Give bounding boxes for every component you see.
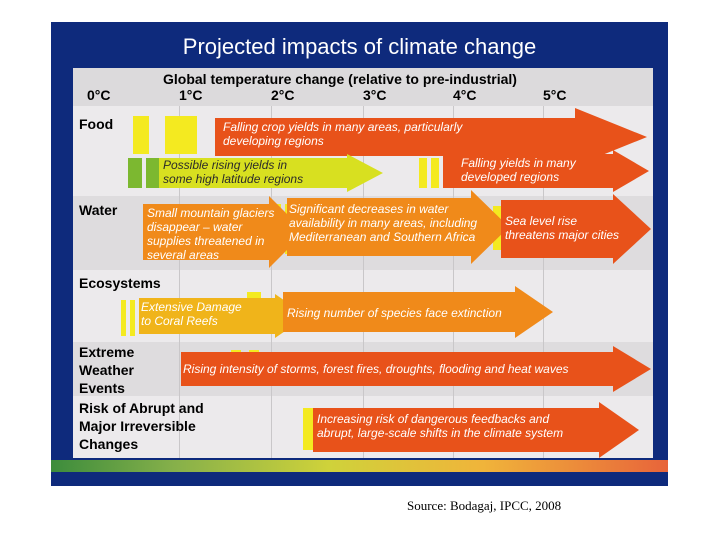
impact-text: Extensive Damage to Coral Reefs: [141, 300, 242, 328]
impact-text: Rising number of species face extinction: [287, 306, 502, 320]
bar: [303, 408, 313, 450]
impact-text: Rising intensity of storms, forest fires…: [183, 362, 569, 376]
row-label-extreme-weather: Extreme Weather Events: [79, 344, 135, 396]
row-label-abrupt-changes: Risk of Abrupt and Major Irreversible Ch…: [79, 400, 204, 452]
gridline: [543, 106, 544, 458]
impact-arrow: [287, 190, 509, 264]
row-label-ecosystems: Ecosystems: [79, 275, 161, 291]
gridline: [179, 106, 180, 458]
slide-background: Projected impacts of climate change Glob…: [51, 22, 668, 486]
tick-label: 5°C: [543, 87, 567, 103]
gridline: [271, 106, 272, 458]
impact-text: Increasing risk of dangerous feedbacks a…: [317, 412, 564, 440]
impact-text: Falling yields in many developed regions: [461, 156, 576, 184]
bar: [165, 116, 197, 154]
row-label-food: Food: [79, 116, 114, 132]
bar: [128, 158, 142, 188]
gradient-strip: [51, 460, 668, 472]
axis-title: Global temperature change (relative to p…: [163, 71, 517, 87]
impact-text: Sea level rise threatens major cities: [505, 214, 620, 242]
impact-arrow: [139, 294, 307, 338]
arrow-shape: [181, 346, 651, 392]
bar: [130, 300, 135, 336]
arrow-shape: [283, 286, 553, 338]
impact-arrow: [181, 346, 651, 392]
page-title: Projected impacts of climate change: [182, 34, 537, 59]
impact-text: Possible rising yields in some high lati…: [163, 158, 304, 186]
bar: [431, 158, 439, 188]
arrow-shape: [139, 294, 307, 338]
impacts-panel: Global temperature change (relative to p…: [73, 68, 653, 458]
impact-arrow: [215, 108, 647, 166]
arrow-shape: [313, 402, 639, 458]
bar: [146, 158, 160, 188]
impact-arrow: [159, 154, 383, 192]
temperature-axis-header: Global temperature change (relative to p…: [73, 68, 653, 106]
tick-label: 3°C: [363, 87, 387, 103]
tick-label: 1°C: [179, 87, 203, 103]
row-label-water: Water: [79, 202, 118, 218]
impact-arrow: [443, 150, 649, 192]
bar: [419, 158, 427, 188]
source-citation: Source: Bodagaj, IPCC, 2008: [407, 498, 562, 513]
gridline: [363, 106, 364, 458]
impact-arrow: [501, 194, 651, 264]
arrow-shape: [443, 150, 649, 192]
tick-label: 4°C: [453, 87, 477, 103]
bar: [121, 300, 126, 336]
arrow-shape: [159, 154, 383, 192]
bar: [133, 116, 149, 154]
arrow-shape: [143, 196, 305, 268]
impact-text: Small mountain glaciers disappear – wate…: [147, 206, 275, 262]
arrow-shape: [215, 108, 647, 166]
arrow-shape: [287, 190, 509, 264]
impact-arrow: [283, 286, 553, 338]
tick-label: 0°C: [87, 87, 111, 103]
arrow-shape: [501, 194, 651, 264]
impact-arrow: [313, 402, 639, 458]
tick-label: 2°C: [271, 87, 295, 103]
gridline: [453, 106, 454, 458]
impact-text: Falling crop yields in many areas, parti…: [223, 120, 463, 148]
impact-arrow: [143, 196, 305, 268]
impact-text: Significant decreases in water availabil…: [289, 202, 478, 244]
